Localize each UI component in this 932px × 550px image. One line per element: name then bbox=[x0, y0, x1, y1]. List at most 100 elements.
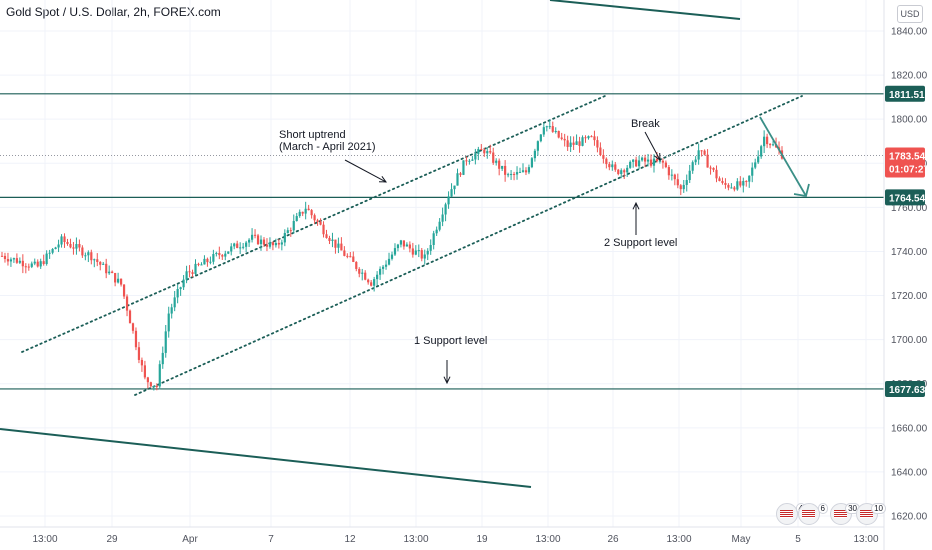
candle-body bbox=[96, 259, 99, 262]
candle-body bbox=[652, 158, 656, 166]
flag-badge-4[interactable]: 10 bbox=[856, 503, 886, 525]
candle-body bbox=[140, 359, 144, 366]
candle-body bbox=[325, 234, 328, 238]
candle-body bbox=[21, 260, 24, 267]
candle-body bbox=[283, 232, 286, 243]
candle-body bbox=[459, 173, 462, 175]
candle-body bbox=[18, 260, 21, 263]
candle-body bbox=[691, 162, 694, 171]
candle-body bbox=[346, 255, 349, 257]
candle-body bbox=[316, 220, 319, 222]
candle-body bbox=[486, 151, 489, 154]
candle-body bbox=[63, 236, 66, 243]
us-flag-icon bbox=[780, 510, 793, 518]
candle-body bbox=[271, 242, 275, 246]
candle-body bbox=[405, 244, 408, 247]
candle-body bbox=[453, 185, 456, 190]
candle-body bbox=[200, 264, 203, 266]
candle-body bbox=[227, 251, 230, 254]
candle-body bbox=[176, 289, 179, 298]
candle-body bbox=[274, 242, 277, 246]
candle-body bbox=[447, 196, 450, 205]
flag-badge-3[interactable]: 30 bbox=[830, 503, 860, 525]
candle-body bbox=[358, 268, 361, 274]
candle-body bbox=[164, 331, 167, 353]
candle-body bbox=[420, 250, 423, 259]
annotation-text: Short uptrend bbox=[279, 129, 346, 141]
projection-arrow-head bbox=[793, 183, 810, 198]
level-price-label: 1764.54 bbox=[889, 193, 926, 204]
x-tick-label: 26 bbox=[607, 534, 619, 545]
candle-body bbox=[215, 252, 218, 255]
candle-body bbox=[620, 170, 623, 175]
flag-badge-2[interactable]: 6 bbox=[798, 503, 828, 525]
badge-count: 10 bbox=[871, 503, 886, 514]
candle-body bbox=[134, 330, 138, 348]
candle-body bbox=[340, 243, 343, 251]
level-price-label: 1677.63 bbox=[889, 385, 926, 396]
candle-body bbox=[742, 181, 745, 186]
candle-body bbox=[247, 239, 251, 243]
candle-body bbox=[715, 169, 718, 179]
flag-badge-1[interactable]: 4 bbox=[776, 503, 806, 525]
candle-body bbox=[432, 233, 435, 245]
candle-body bbox=[131, 323, 135, 331]
candle-body bbox=[90, 252, 93, 261]
candle-body bbox=[108, 271, 111, 274]
candle-body bbox=[99, 261, 102, 265]
candle-body bbox=[518, 171, 522, 173]
candle-body bbox=[587, 136, 590, 139]
candle-body bbox=[54, 247, 57, 250]
candle-body bbox=[111, 271, 114, 274]
candle-body bbox=[158, 364, 161, 387]
candle-body bbox=[468, 160, 471, 162]
current-price-tag bbox=[885, 147, 925, 178]
candle-body bbox=[117, 278, 120, 283]
candle-body bbox=[768, 144, 772, 146]
y-tick-label: 1840.00 bbox=[891, 27, 928, 38]
candle-body bbox=[754, 162, 757, 168]
candle-body bbox=[170, 307, 173, 314]
candle-body bbox=[36, 261, 39, 267]
candle-body bbox=[554, 130, 557, 132]
candle-body bbox=[221, 255, 224, 257]
candle-body bbox=[462, 160, 465, 175]
candle-body bbox=[566, 140, 569, 147]
x-tick-label: 29 bbox=[106, 534, 118, 545]
candle-body bbox=[230, 246, 233, 252]
candle-body bbox=[114, 273, 117, 283]
y-tick-label: 1700.00 bbox=[891, 335, 928, 346]
candle-body bbox=[643, 157, 647, 162]
currency-button[interactable]: USD bbox=[897, 5, 923, 23]
candle-body bbox=[614, 164, 617, 170]
x-tick-label: 5 bbox=[795, 534, 801, 545]
y-tick-label: 1800.00 bbox=[891, 115, 928, 126]
annotation-text: Break bbox=[631, 118, 660, 130]
candle-body bbox=[262, 239, 266, 245]
candle-body bbox=[81, 247, 84, 256]
y-tick-label: 1740.00 bbox=[891, 247, 928, 258]
x-tick-label: 7 bbox=[268, 534, 274, 545]
candle-body bbox=[245, 242, 248, 247]
candle-body bbox=[259, 239, 263, 245]
candle-body bbox=[527, 167, 531, 173]
candle-body bbox=[194, 263, 197, 274]
level-price-tag bbox=[885, 380, 925, 397]
candle-body bbox=[423, 254, 426, 259]
candle-body bbox=[203, 258, 206, 265]
us-flag-icon bbox=[834, 510, 847, 518]
candle-body bbox=[179, 287, 182, 290]
candle-body bbox=[581, 137, 584, 146]
candle-body bbox=[328, 237, 331, 241]
candle-body bbox=[748, 175, 751, 182]
candle-body bbox=[33, 261, 36, 264]
candle-body bbox=[429, 244, 432, 251]
candle-body bbox=[39, 261, 42, 267]
candle-body bbox=[444, 204, 447, 215]
candle-body bbox=[236, 243, 239, 249]
candle-body bbox=[515, 172, 519, 175]
countdown-label: 01:07:27 bbox=[889, 164, 929, 175]
candle-body bbox=[649, 159, 653, 166]
candle-body bbox=[69, 243, 72, 248]
